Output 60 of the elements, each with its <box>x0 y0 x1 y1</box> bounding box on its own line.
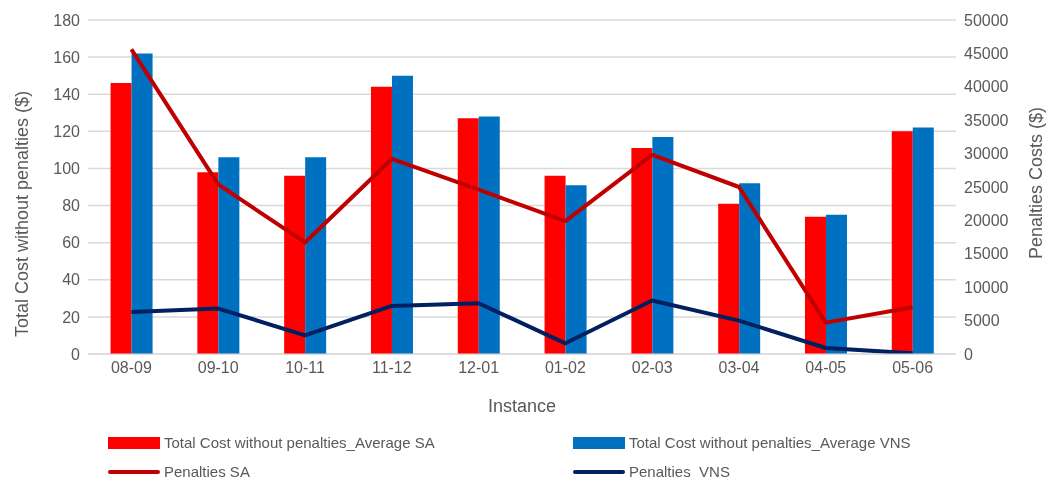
y2-tick-label: 15000 <box>964 245 1009 263</box>
bar <box>197 172 219 354</box>
x-tick-label: 03-04 <box>718 359 760 377</box>
y-tick-label: 140 <box>53 85 81 103</box>
y-tick-label: 60 <box>62 234 81 252</box>
y2-tick-label: 35000 <box>964 111 1009 129</box>
x-tick-label: 05-06 <box>892 359 934 377</box>
bar <box>110 83 132 354</box>
x-tick-label: 01-02 <box>544 359 586 377</box>
bar <box>305 157 327 354</box>
y-tick-label: 0 <box>71 345 81 363</box>
legend-label: Total Cost without penalties_Average SA <box>164 434 435 451</box>
bar <box>131 53 153 354</box>
y2-tick-label: 0 <box>964 345 973 363</box>
y2-tick-label: 5000 <box>964 312 1000 330</box>
y-axis-title: Total Cost without penalties ($) <box>12 90 33 337</box>
bar <box>739 183 761 354</box>
bar <box>370 86 392 354</box>
y-tick-label: 120 <box>53 123 81 141</box>
legend-label: Penalties SA <box>164 463 250 480</box>
bar <box>631 148 653 354</box>
y-tick-label: 40 <box>62 271 81 289</box>
x-tick-label: 10-11 <box>285 359 325 377</box>
bar <box>912 127 934 354</box>
bar <box>825 214 847 354</box>
bar <box>718 203 740 354</box>
x-axis-title: Instance <box>487 396 557 416</box>
y2-tick-label: 45000 <box>964 45 1009 63</box>
x-tick-label: 04-05 <box>805 359 847 377</box>
bar <box>544 175 566 354</box>
legend-label: Total Cost without penalties_Average VNS <box>629 434 911 451</box>
x-tick-label: 08-09 <box>110 359 152 377</box>
bar <box>804 216 826 354</box>
y2-tick-label: 30000 <box>964 145 1009 163</box>
bar <box>891 131 913 354</box>
y2-tick-label: 40000 <box>964 78 1009 96</box>
y2-axis-title: Penalties Costs ($) <box>1026 107 1047 260</box>
y-tick-label: 160 <box>53 48 81 66</box>
bar <box>284 175 306 354</box>
bar <box>652 136 674 354</box>
y-tick-label: 80 <box>62 197 81 215</box>
bar <box>218 157 240 354</box>
y-tick-label: 20 <box>62 308 81 326</box>
y2-tick-label: 25000 <box>964 178 1009 196</box>
bar <box>457 118 479 354</box>
y-tick-label: 180 <box>53 11 81 29</box>
bar <box>478 116 500 354</box>
bar <box>565 185 587 354</box>
line-series <box>129 47 915 325</box>
y2-tick-label: 20000 <box>964 212 1009 230</box>
y-tick-label: 100 <box>53 160 81 178</box>
legend-label: Penalties VNS <box>629 463 730 480</box>
x-tick-label: 09-10 <box>197 359 239 377</box>
line-series <box>129 298 915 354</box>
y2-tick-label: 50000 <box>964 11 1009 29</box>
bar <box>391 75 413 354</box>
x-tick-label: 11-12 <box>371 359 412 377</box>
x-tick-label: 02-03 <box>631 359 673 377</box>
y2-tick-label: 10000 <box>964 278 1009 296</box>
x-tick-label: 12-01 <box>458 359 500 377</box>
